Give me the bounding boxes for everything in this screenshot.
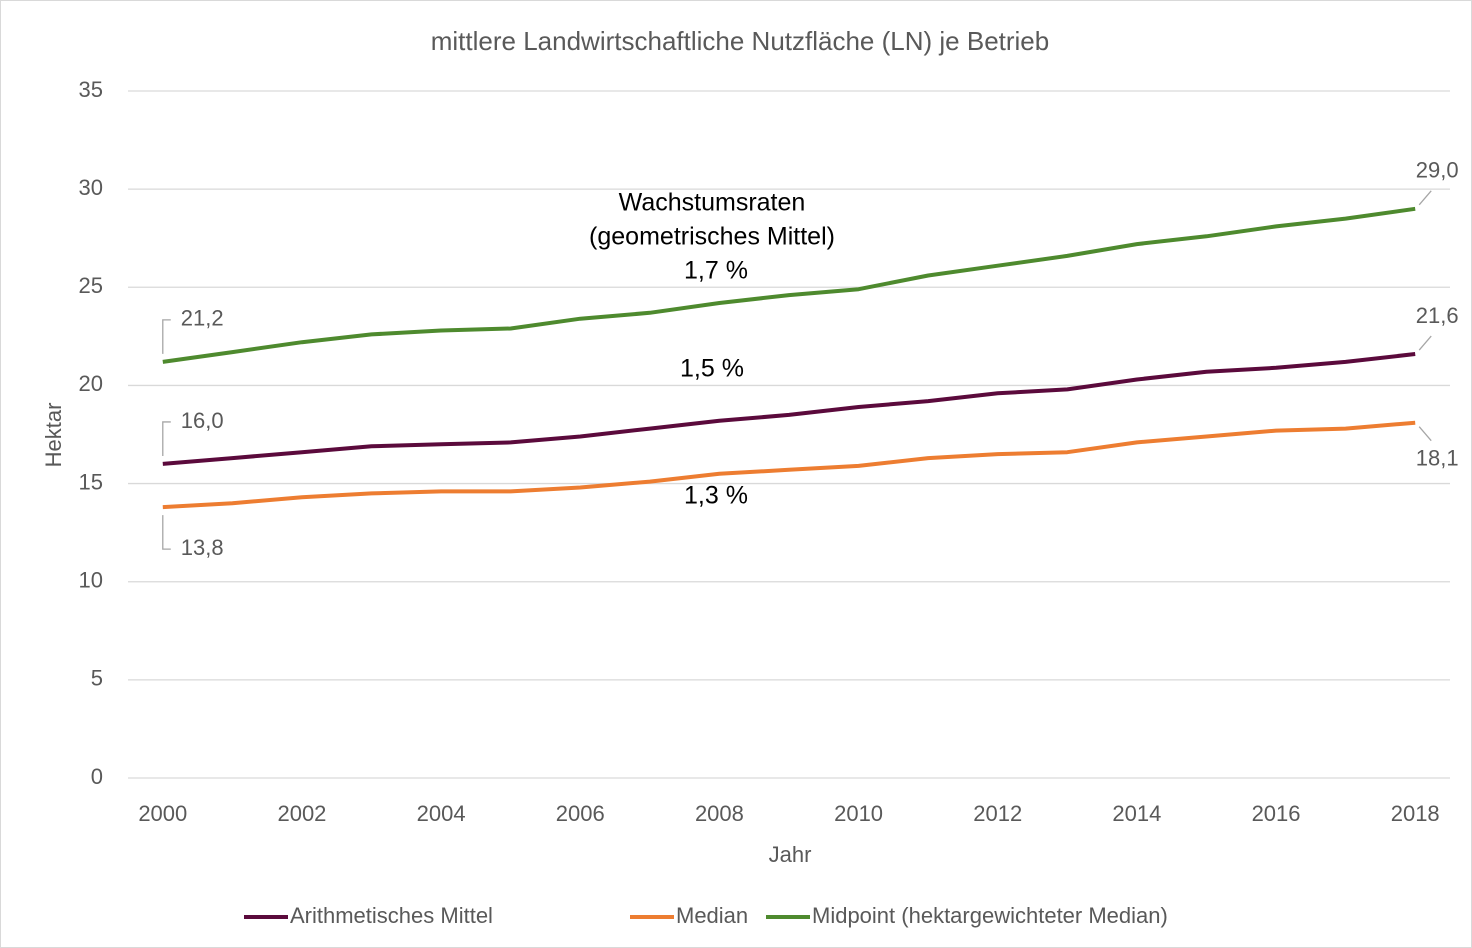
- y-tick-label: 15: [79, 469, 103, 494]
- data-line: [162, 206, 1416, 364]
- x-tick-label: 2000: [138, 801, 187, 826]
- data-label: 29,0: [1416, 158, 1459, 183]
- y-tick-label: 30: [79, 175, 103, 200]
- y-tick-label: 35: [79, 77, 103, 102]
- legend-label: Midpoint (hektargewichteter Median): [812, 903, 1168, 928]
- label-leader: [162, 421, 171, 456]
- y-tick-label: 25: [79, 273, 103, 298]
- data-line: [162, 420, 1416, 510]
- data-label: 21,2: [181, 306, 224, 331]
- x-tick-label: 2010: [834, 801, 883, 826]
- label-leader: [162, 515, 171, 550]
- y-tick-label: 5: [91, 666, 103, 691]
- annotation: 1,3 %: [684, 482, 748, 510]
- annotation: 1,7 %: [684, 257, 748, 285]
- data-line: [162, 352, 1416, 466]
- y-tick-label: 20: [79, 371, 103, 396]
- y-tick-label: 0: [91, 764, 103, 789]
- x-tick-label: 2004: [417, 801, 466, 826]
- chart-title: mittlere Landwirtschaftliche Nutzfläche …: [431, 26, 1049, 56]
- annotation: (geometrisches Mittel): [589, 223, 835, 251]
- data-label: 13,8: [181, 535, 224, 560]
- x-tick-label: 2008: [695, 801, 744, 826]
- x-tick-label: 2006: [556, 801, 605, 826]
- legend-label: Median: [676, 903, 748, 928]
- data-label: 18,1: [1416, 446, 1459, 471]
- x-axis-label: Jahr: [769, 842, 812, 867]
- label-leader: [1418, 426, 1432, 442]
- label-leader: [1418, 335, 1432, 351]
- x-tick-label: 2016: [1252, 801, 1301, 826]
- label-leader: [1418, 190, 1432, 206]
- annotation: Wachstumsraten: [619, 189, 806, 217]
- x-tick-label: 2002: [277, 801, 326, 826]
- x-tick-label: 2012: [973, 801, 1022, 826]
- data-label: 16,0: [181, 408, 224, 433]
- y-axis-label: Hektar: [41, 403, 66, 468]
- x-tick-label: 2014: [1112, 801, 1161, 826]
- label-leader: [162, 319, 171, 354]
- x-tick-label: 2018: [1391, 801, 1440, 826]
- data-label: 21,6: [1416, 303, 1459, 328]
- annotation: 1,5 %: [680, 355, 744, 383]
- y-tick-label: 10: [79, 568, 103, 593]
- legend-label: Arithmetisches Mittel: [290, 903, 493, 928]
